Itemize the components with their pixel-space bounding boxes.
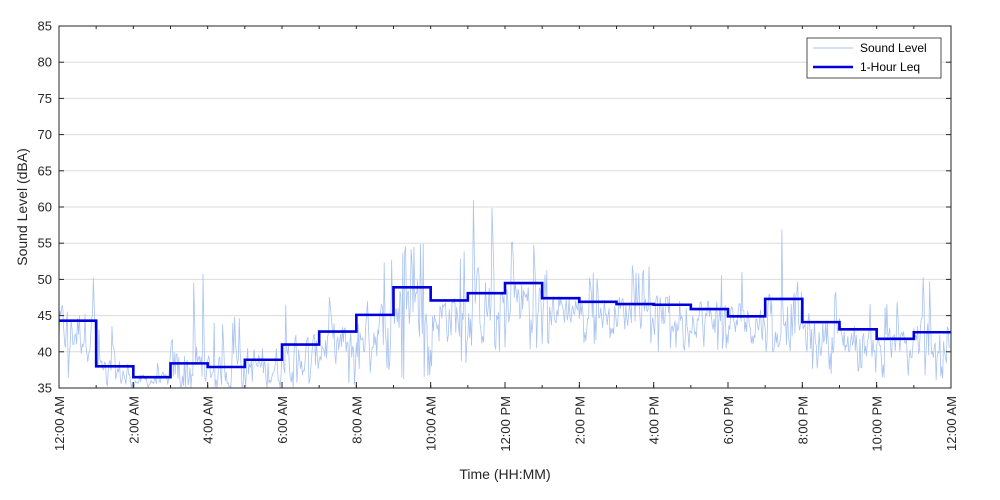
- x-tick-label: 12:00 AM: [52, 396, 67, 451]
- y-tick-label: 35: [38, 381, 52, 396]
- x-tick-label: 12:00 AM: [944, 396, 959, 451]
- x-tick-label: 8:00 AM: [349, 396, 364, 444]
- legend-box: [806, 37, 942, 79]
- x-tick-labels: 12:00 AM 2:00 AM 4:00 AM 6:00 AM 8:00 AM 10:0…: [52, 396, 959, 452]
- x-tick-label: 2:00 AM: [126, 396, 141, 444]
- x-tick-label: 2:00 PM: [572, 396, 587, 444]
- series-1-hour-leq: [59, 281, 951, 379]
- y-axis-label: Sound Level (dBA): [14, 148, 30, 266]
- y-tick-label: 60: [38, 200, 52, 215]
- leq-step-line: [59, 281, 951, 379]
- y-tick-label: 50: [38, 272, 52, 287]
- y-tick-label: 70: [38, 127, 52, 142]
- x-tick-label: 6:00 PM: [721, 396, 736, 444]
- legend: Sound Level 1-Hour Leq: [806, 37, 942, 79]
- x-tick-label: 4:00 AM: [201, 396, 216, 444]
- x-tick-label: 12:00 PM: [498, 396, 513, 452]
- y-tick-label: 40: [38, 344, 52, 359]
- x-tick-label: 6:00 AM: [275, 396, 290, 444]
- x-tick-label: 8:00 PM: [795, 396, 810, 444]
- y-tick-label: 65: [38, 163, 52, 178]
- y-tick-labels: 35 40 45 50 55 60 65 70 75 80 85: [38, 19, 52, 396]
- grid-lines: [59, 61, 951, 353]
- x-tick-label: 10:00 PM: [870, 396, 885, 452]
- axis-ticks: [58, 25, 952, 389]
- x-axis-label: Time (HH:MM): [459, 466, 550, 482]
- legend-label-1-hour-leq: 1-Hour Leq: [860, 60, 920, 74]
- y-tick-label: 55: [38, 236, 52, 251]
- y-tick-label: 85: [38, 19, 52, 34]
- y-tick-label: 45: [38, 308, 52, 323]
- y-tick-label: 75: [38, 91, 52, 106]
- y-tick-label: 80: [38, 55, 52, 70]
- x-tick-label: 10:00 AM: [424, 396, 439, 451]
- legend-label-sound-level: Sound Level: [860, 41, 927, 55]
- x-tick-label: 4:00 PM: [647, 396, 662, 444]
